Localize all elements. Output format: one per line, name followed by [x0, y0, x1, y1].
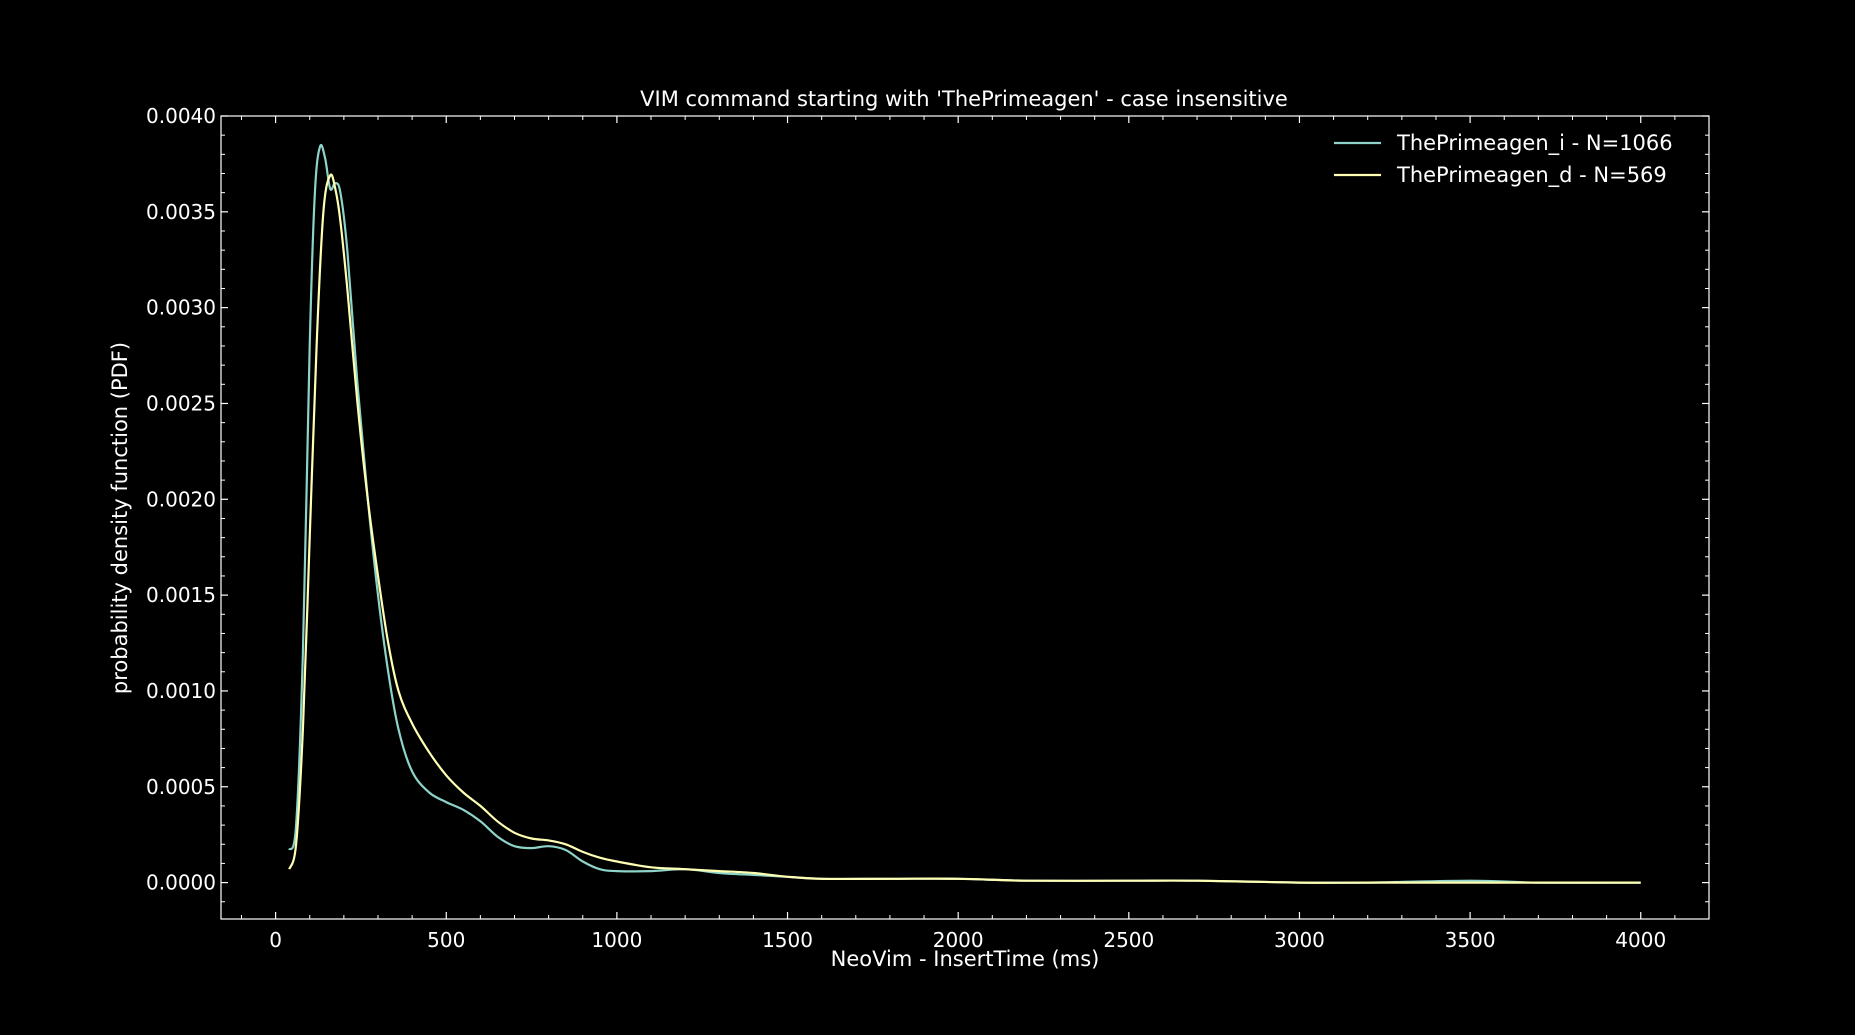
x-tick-label: 3500	[1445, 928, 1496, 952]
x-tick-label: 500	[427, 928, 465, 952]
x-tick-label: 4000	[1615, 928, 1666, 952]
y-tick-label: 0.0040	[146, 104, 216, 128]
y-tick-label: 0.0020	[146, 487, 216, 511]
plot-lines	[288, 143, 1641, 884]
axis-ticks: 0 500 1000 1500 2000 2500 3000 3500 4000 0.0000 0.…	[146, 104, 1710, 952]
x-tick-label: 1000	[591, 928, 642, 952]
axes-frame	[220, 115, 1710, 920]
legend-label: ThePrimeagen_d - N=569	[1396, 163, 1667, 188]
y-tick-label: 0.0035	[146, 200, 216, 224]
series-line-1	[288, 173, 1641, 884]
x-axis-label: NeoVim - InsertTime (ms)	[831, 947, 1100, 971]
y-axis-label: probability density function (PDF)	[108, 342, 132, 694]
x-tick-label: 3000	[1274, 928, 1325, 952]
x-tick-label: 0	[269, 928, 282, 952]
legend: ThePrimeagen_i - N=1066 ThePrimeagen_d - …	[1334, 131, 1673, 188]
y-tick-label: 0.0010	[146, 679, 216, 703]
legend-label: ThePrimeagen_i - N=1066	[1396, 131, 1673, 156]
x-tick-label: 2500	[1103, 928, 1154, 952]
y-tick-label: 0.0000	[146, 871, 216, 895]
chart-title: VIM command starting with 'ThePrimeagen'…	[640, 87, 1288, 111]
x-tick-label: 2000	[933, 928, 984, 952]
y-tick-label: 0.0030	[146, 296, 216, 320]
x-tick-label: 1500	[762, 928, 813, 952]
y-tick-label: 0.0005	[146, 775, 216, 799]
y-tick-label: 0.0015	[146, 583, 216, 607]
y-tick-label: 0.0025	[146, 391, 216, 415]
